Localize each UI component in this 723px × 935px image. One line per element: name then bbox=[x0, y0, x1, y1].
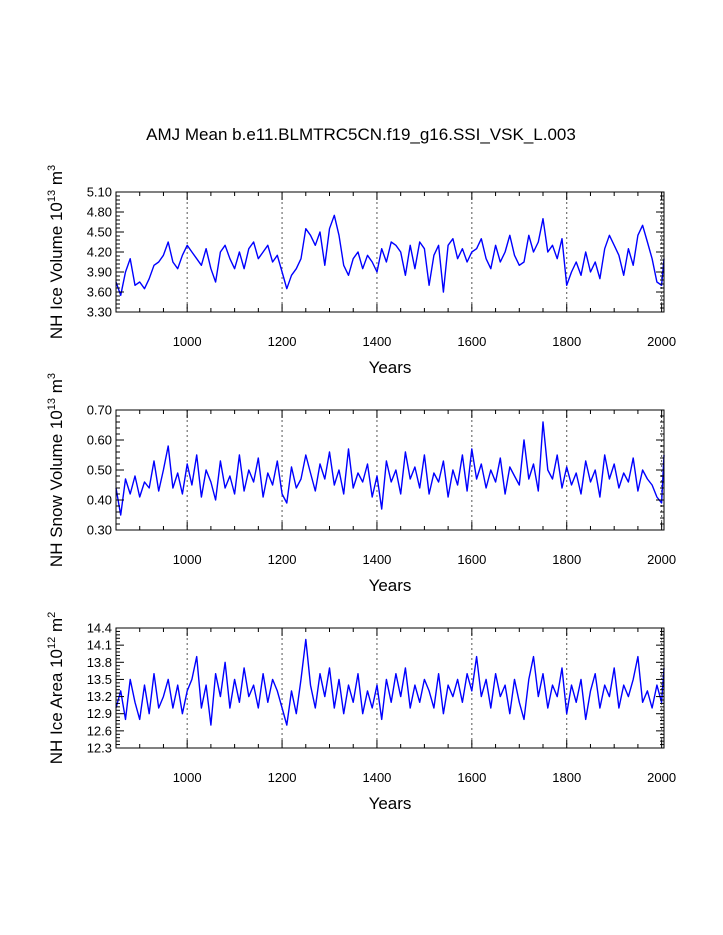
y-tick-label: 0.50 bbox=[87, 463, 112, 478]
x-tick-label: 1600 bbox=[457, 552, 486, 567]
y-axis-label: NH Ice Volume 1013 m3 bbox=[46, 165, 66, 339]
plot-frame bbox=[115, 627, 665, 749]
y-tick-label: 0.40 bbox=[87, 493, 112, 508]
x-tick-label: 2000 bbox=[647, 552, 676, 567]
x-tick-label: 1000 bbox=[173, 770, 202, 785]
x-tick-label: 1600 bbox=[457, 334, 486, 349]
x-tick-label: 1200 bbox=[268, 770, 297, 785]
x-tick-label: 1400 bbox=[362, 770, 391, 785]
x-tick-label: 1800 bbox=[552, 770, 581, 785]
y-tick-label: 13.8 bbox=[87, 655, 112, 670]
figure-title: AMJ Mean b.e11.BLMTRC5CN.f19_g16.SSI_VSK… bbox=[146, 125, 576, 144]
y-tick-label: 4.80 bbox=[87, 205, 112, 220]
plot-frame bbox=[115, 191, 665, 313]
y-tick-label: 3.60 bbox=[87, 285, 112, 300]
y-tick-label: 14.1 bbox=[87, 638, 112, 653]
y-tick-label: 0.60 bbox=[87, 433, 112, 448]
data-line bbox=[115, 421, 665, 516]
x-tick-label: 1200 bbox=[268, 552, 297, 567]
x-tick-label: 1600 bbox=[457, 770, 486, 785]
x-axis-label: Years bbox=[369, 358, 412, 377]
x-tick-label: 1400 bbox=[362, 552, 391, 567]
data-line bbox=[115, 638, 665, 726]
y-tick-label: 4.50 bbox=[87, 225, 112, 240]
x-axis-label: Years bbox=[369, 576, 412, 595]
y-tick-label: 0.30 bbox=[87, 523, 112, 538]
chart-panel-1: 1000 1200 1400 1600 1800 2000 3.30 3.60 3.90 4.20… bbox=[46, 165, 676, 377]
y-tick-label: 14.4 bbox=[87, 621, 112, 636]
y-tick-label: 12.9 bbox=[87, 706, 112, 721]
y-tick-label: 12.3 bbox=[87, 741, 112, 756]
x-tick-label: 1000 bbox=[173, 552, 202, 567]
x-tick-label: 1400 bbox=[362, 334, 391, 349]
y-tick-label: 3.90 bbox=[87, 265, 112, 280]
y-tick-label: 0.70 bbox=[87, 403, 112, 418]
y-tick-label: 13.5 bbox=[87, 672, 112, 687]
x-tick-label: 1000 bbox=[173, 334, 202, 349]
x-tick-label: 1800 bbox=[552, 334, 581, 349]
y-tick-label: 13.2 bbox=[87, 689, 112, 704]
x-tick-label: 2000 bbox=[647, 770, 676, 785]
x-axis-label: Years bbox=[369, 794, 412, 813]
x-tick-label: 1800 bbox=[552, 552, 581, 567]
x-tick-label: 1200 bbox=[268, 334, 297, 349]
y-tick-label: 3.30 bbox=[87, 305, 112, 320]
y-tick-label: 12.6 bbox=[87, 723, 112, 738]
y-axis-label: NH Snow Volume 1013 m3 bbox=[46, 373, 66, 567]
y-tick-label: 4.20 bbox=[87, 245, 112, 260]
chart-panel-2: 1000 1200 1400 1600 1800 2000 0.30 0.40 0.50 0.60… bbox=[46, 373, 676, 595]
x-tick-label: 2000 bbox=[647, 334, 676, 349]
chart-panel-3: 1000 1200 1400 1600 1800 2000 12.3 12.6 12.9 13.2… bbox=[46, 612, 676, 813]
data-line bbox=[115, 214, 665, 296]
y-axis-label: NH Ice Area 1012 m2 bbox=[46, 612, 66, 765]
panels: 1000 1200 1400 1600 1800 2000 3.30 3.60 3.90 4.20… bbox=[46, 165, 676, 813]
y-tick-label: 5.10 bbox=[87, 185, 112, 200]
